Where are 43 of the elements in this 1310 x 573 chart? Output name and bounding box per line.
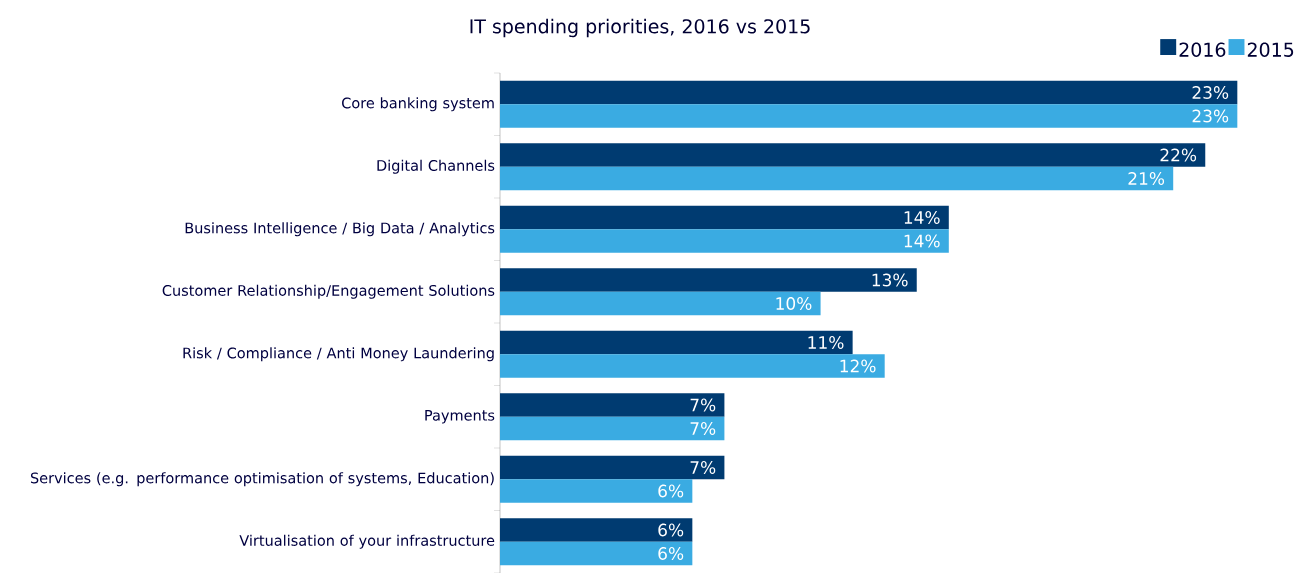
- y-tick-label: Digital Channels: [377, 159, 495, 174]
- data-label: 13%: [872, 273, 908, 287]
- data-label: 7%: [690, 460, 716, 474]
- data-label: 14%: [904, 210, 940, 224]
- data-label: 23%: [1192, 109, 1229, 123]
- bar: [500, 143, 1206, 167]
- data-label: 6%: [658, 484, 684, 498]
- y-tick-label: Business Intelligence / Big Data / Analytics: [185, 222, 495, 237]
- bar: [500, 229, 949, 253]
- data-label: 22%: [1160, 148, 1197, 162]
- data-label: 6%: [658, 523, 684, 537]
- data-label: 12%: [840, 359, 876, 373]
- bar: [500, 205, 949, 230]
- y-tick-label: Customer Relationship/Engagement Solutions: [162, 284, 495, 299]
- bar: [500, 518, 693, 542]
- y-tick-label: Services (e.g. performance optimisation of systems, Education): [30, 472, 494, 487]
- data-label: 7%: [690, 421, 716, 435]
- data-label: 7%: [690, 398, 716, 412]
- y-tick-label: Payments: [425, 409, 495, 424]
- data-label: 14%: [904, 234, 940, 248]
- bar: [500, 268, 917, 292]
- bar: [500, 166, 1174, 191]
- chart-title: IT spending priorities, 2016 vs 2015: [470, 18, 810, 38]
- y-tick-label: Virtualisation of your infrastructure: [239, 534, 495, 549]
- data-label: 11%: [808, 335, 844, 349]
- bar: [500, 354, 885, 378]
- y-tick-label: Core banking system: [342, 97, 494, 112]
- bar: [500, 80, 1238, 105]
- data-label: 6%: [658, 546, 684, 560]
- bar: [500, 479, 693, 503]
- bar: [500, 330, 853, 355]
- bar: [500, 416, 725, 441]
- bar: [500, 393, 725, 417]
- legend-label: 2015: [1247, 42, 1294, 57]
- bar: [500, 455, 725, 480]
- bar: [500, 541, 693, 566]
- y-tick-label: Risk / Compliance / Anti Money Laundering: [183, 347, 494, 362]
- bar: [500, 104, 1238, 128]
- data-label: 23%: [1192, 85, 1229, 99]
- legend-label: 2016: [1179, 42, 1226, 57]
- bar: [500, 291, 821, 316]
- data-label: 10%: [776, 296, 812, 310]
- data-label: 21%: [1128, 171, 1165, 185]
